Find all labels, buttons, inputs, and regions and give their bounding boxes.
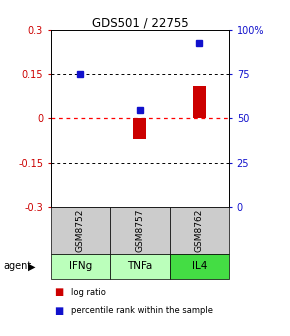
Bar	[133, 119, 146, 139]
Text: TNFa: TNFa	[127, 261, 153, 271]
Text: ▶: ▶	[28, 261, 35, 271]
Text: ■: ■	[54, 287, 63, 297]
Text: GSM8762: GSM8762	[195, 208, 204, 252]
Bar	[74, 118, 87, 119]
Text: GSM8757: GSM8757	[135, 208, 144, 252]
Text: agent: agent	[3, 261, 31, 271]
Bar	[193, 86, 206, 119]
Text: IL4: IL4	[192, 261, 207, 271]
Text: IFNg: IFNg	[69, 261, 92, 271]
Text: log ratio: log ratio	[71, 288, 106, 297]
Text: percentile rank within the sample: percentile rank within the sample	[71, 306, 213, 315]
Text: ■: ■	[54, 306, 63, 316]
Title: GDS501 / 22755: GDS501 / 22755	[92, 16, 188, 29]
Text: GSM8752: GSM8752	[76, 208, 85, 252]
